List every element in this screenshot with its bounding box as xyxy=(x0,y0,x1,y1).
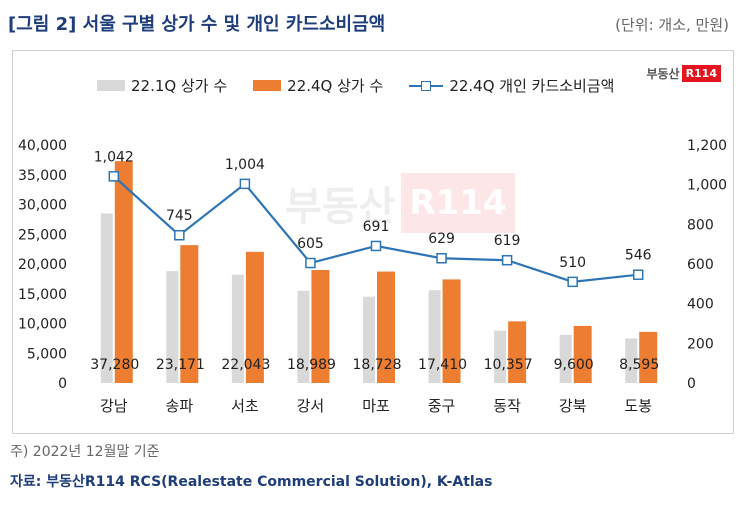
x-category-label: 동작 xyxy=(493,397,521,415)
x-category-label: 강남 xyxy=(100,397,128,415)
legend-label-22-1q: 22.1Q 상가 수 xyxy=(131,77,228,95)
x-category-label: 서초 xyxy=(231,397,259,415)
y-left-tick-label: 10,000 xyxy=(18,317,67,333)
bar-22-4q-value-label: 18,728 xyxy=(353,357,402,373)
bar-22-4q-value-label: 10,357 xyxy=(484,357,533,373)
legend-swatch-orange xyxy=(253,80,282,91)
bar-22-4q-value-label: 8,595 xyxy=(619,357,659,373)
legend-item-22-4q: 22.4Q 상가 수 xyxy=(253,75,383,96)
card-spending-marker xyxy=(239,178,251,190)
unit-label: (단위: 개소, 만원) xyxy=(615,16,729,34)
card-spending-value-label: 629 xyxy=(428,231,455,247)
legend-item-card-spending: 22.4Q 개인 카드소비금액 xyxy=(409,75,614,96)
card-spending-value-label: 605 xyxy=(297,236,324,252)
y-left-tick-label: 40,000 xyxy=(18,138,67,154)
bar-22-1q xyxy=(166,271,179,383)
bar-22-1q xyxy=(100,213,113,383)
legend-item-22-1q: 22.1Q 상가 수 xyxy=(97,75,227,96)
card-spending-value-label: 510 xyxy=(559,255,586,271)
bar-22-1q xyxy=(231,274,244,383)
card-spending-marker xyxy=(501,254,513,266)
bar-22-1q xyxy=(625,338,638,383)
x-category-label: 마포 xyxy=(362,397,390,415)
chart-plot: 0 5,000 10,000 15,000 20,000 25,000 30,000 35,0… xyxy=(18,138,727,415)
bar-22-4q xyxy=(573,325,592,383)
card-spending-marker xyxy=(370,240,382,252)
bar-22-4q xyxy=(311,270,330,383)
bar-22-4q-value-label: 17,410 xyxy=(418,357,467,373)
chart-legend: 22.1Q 상가 수 22.4Q 상가 수 22.4Q 개인 카드소비금액 xyxy=(97,75,640,96)
x-category-label: 강북 xyxy=(559,397,587,415)
legend-swatch-line xyxy=(409,80,444,92)
card-spending-marker xyxy=(305,257,316,269)
x-category-label: 강서 xyxy=(297,397,325,415)
y-right-tick-label: 200 xyxy=(687,336,714,352)
bar-22-4q-value-label: 23,171 xyxy=(156,357,205,373)
bar-22-4q xyxy=(377,271,395,383)
bar-22-4q xyxy=(180,245,199,383)
y-right-tick-label: 600 xyxy=(687,257,714,273)
y-right-tick-label: 0 xyxy=(687,376,696,392)
y-left-tick-label: 20,000 xyxy=(18,257,67,273)
bar-22-4q-value-label: 37,280 xyxy=(90,357,139,373)
footnote: 주) 2022년 12월말 기준 xyxy=(10,444,160,460)
card-spending-value-label: 546 xyxy=(625,248,652,264)
bar-22-4q xyxy=(442,279,461,383)
y-left-tick-label: 25,000 xyxy=(18,227,67,243)
bar-22-4q-value-label: 18,989 xyxy=(287,357,336,373)
y-left-tick-label: 30,000 xyxy=(18,198,67,214)
bar-22-4q-value-label: 22,043 xyxy=(221,357,270,373)
card-spending-marker xyxy=(108,171,120,182)
card-spending-value-label: 1,004 xyxy=(225,157,265,173)
card-spending-value-label: 691 xyxy=(363,219,390,235)
y-right-tick-label: 1,000 xyxy=(687,178,727,194)
bar-22-1q xyxy=(428,290,441,383)
card-spending-value-label: 1,042 xyxy=(94,149,134,165)
y-right-tick-label: 800 xyxy=(687,217,714,233)
legend-label-card-spending: 22.4Q 개인 카드소비금액 xyxy=(449,77,615,95)
x-category-label: 도봉 xyxy=(624,397,652,415)
x-category-label: 송파 xyxy=(166,397,194,415)
figure-title: [그림 2] 서울 구별 상가 수 및 개인 카드소비금액 xyxy=(8,14,386,35)
card-spending-value-label: 619 xyxy=(494,233,521,249)
brand-logo: 부동산 R114 xyxy=(646,65,721,82)
card-spending-marker xyxy=(632,269,644,280)
bar-22-4q-value-label: 9,600 xyxy=(554,357,594,373)
x-category-label: 중구 xyxy=(428,397,456,415)
legend-label-22-4q: 22.4Q 상가 수 xyxy=(287,77,384,95)
y-right-tick-label: 1,200 xyxy=(687,138,727,154)
y-left-tick-label: 5,000 xyxy=(27,346,67,362)
source-name: 부동산R114 RCS(Realestate Commercial Soluti… xyxy=(46,474,493,490)
bar-22-4q xyxy=(114,161,133,383)
bar-22-4q xyxy=(508,321,527,383)
legend-swatch-gray xyxy=(97,80,125,91)
chart-container: 부동산 R114 0 5,000 10,000 15,000 20,000 25,000 3… xyxy=(12,50,734,434)
bar-22-4q xyxy=(639,331,658,383)
card-spending-marker xyxy=(567,276,578,288)
card-spending-value-label: 745 xyxy=(166,208,193,224)
card-spending-marker xyxy=(174,229,185,241)
bar-22-4q xyxy=(245,251,264,383)
y-left-tick-label: 0 xyxy=(58,376,67,392)
y-left-tick-label: 15,000 xyxy=(18,287,67,303)
logo-text: 부동산 xyxy=(646,67,680,81)
source-line: 자료: 부동산R114 RCS(Realestate Commercial So… xyxy=(10,471,492,491)
logo-box: R114 xyxy=(681,65,721,82)
bar-22-1q xyxy=(297,290,310,383)
bar-22-1q xyxy=(559,334,572,383)
card-spending-marker xyxy=(436,252,447,264)
source-label: 자료: xyxy=(10,474,47,490)
bar-22-1q xyxy=(363,296,375,383)
y-right-tick-label: 400 xyxy=(687,297,714,313)
bar-22-1q xyxy=(494,330,507,383)
y-left-tick-label: 35,000 xyxy=(18,168,67,184)
